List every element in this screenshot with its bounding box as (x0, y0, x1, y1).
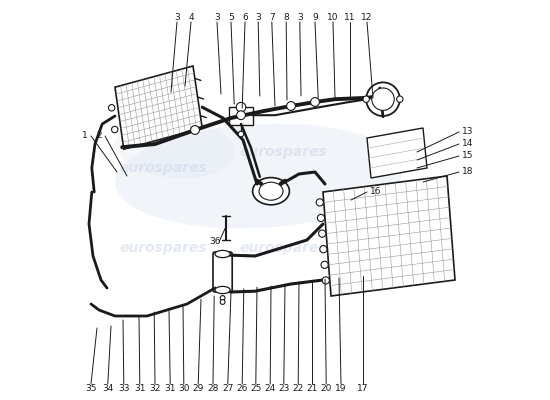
Text: 17: 17 (358, 384, 368, 393)
Circle shape (311, 98, 320, 106)
Circle shape (372, 88, 394, 110)
Text: 30: 30 (178, 384, 190, 393)
Text: 7: 7 (269, 13, 274, 22)
Circle shape (108, 104, 115, 111)
Text: 3: 3 (297, 13, 302, 22)
Circle shape (191, 126, 200, 134)
Ellipse shape (215, 286, 230, 294)
Text: eurospares: eurospares (239, 145, 327, 159)
Text: 18: 18 (462, 168, 474, 176)
Text: 21: 21 (306, 384, 317, 393)
Text: 35: 35 (85, 384, 97, 393)
Circle shape (320, 246, 327, 253)
Text: 32: 32 (149, 384, 161, 393)
Text: 3: 3 (255, 13, 261, 22)
Ellipse shape (115, 124, 403, 228)
Text: eurospares: eurospares (119, 161, 207, 175)
Circle shape (321, 261, 328, 268)
Text: 2: 2 (96, 132, 102, 140)
Ellipse shape (252, 178, 289, 205)
Text: 25: 25 (250, 384, 261, 393)
FancyBboxPatch shape (213, 252, 232, 292)
Circle shape (236, 111, 245, 120)
Polygon shape (323, 176, 455, 296)
Ellipse shape (115, 118, 235, 178)
Circle shape (317, 214, 324, 222)
Text: 19: 19 (336, 384, 346, 393)
Text: 31: 31 (134, 384, 146, 393)
Text: 31: 31 (164, 384, 176, 393)
Circle shape (238, 131, 244, 137)
Circle shape (220, 296, 225, 300)
Text: 10: 10 (327, 13, 339, 22)
Text: 34: 34 (102, 384, 113, 393)
Text: 33: 33 (118, 384, 130, 393)
Text: 11: 11 (344, 13, 356, 22)
Text: 1: 1 (82, 132, 88, 140)
Text: 5: 5 (228, 13, 234, 22)
Circle shape (318, 230, 326, 237)
Text: 4: 4 (188, 13, 194, 22)
Text: 36: 36 (209, 238, 221, 246)
Circle shape (322, 277, 329, 284)
Text: 8: 8 (283, 13, 289, 22)
Circle shape (112, 126, 118, 133)
Circle shape (287, 102, 295, 110)
Polygon shape (115, 66, 202, 149)
Circle shape (316, 199, 323, 206)
Text: 23: 23 (278, 384, 289, 393)
Circle shape (236, 102, 246, 112)
Circle shape (220, 300, 225, 304)
Text: 27: 27 (222, 384, 234, 393)
Text: eurospares: eurospares (119, 241, 207, 255)
Text: 29: 29 (192, 384, 204, 393)
Text: 12: 12 (361, 13, 373, 22)
Text: 20: 20 (321, 384, 332, 393)
Circle shape (397, 96, 403, 102)
Text: 9: 9 (312, 13, 318, 22)
Text: 28: 28 (207, 384, 219, 393)
Text: 3: 3 (214, 13, 220, 22)
Text: 6: 6 (242, 13, 248, 22)
Text: eurospares: eurospares (239, 241, 327, 255)
Polygon shape (367, 128, 427, 178)
Text: 3: 3 (174, 13, 180, 22)
Ellipse shape (215, 250, 230, 258)
Text: 26: 26 (236, 384, 248, 393)
Circle shape (366, 82, 400, 116)
Text: 14: 14 (462, 140, 474, 148)
Text: 24: 24 (265, 384, 276, 393)
Text: 15: 15 (462, 152, 474, 160)
FancyBboxPatch shape (229, 107, 253, 125)
Ellipse shape (259, 182, 283, 200)
Text: 13: 13 (462, 128, 474, 136)
Circle shape (363, 96, 370, 102)
Text: 22: 22 (293, 384, 304, 393)
Text: 16: 16 (370, 188, 382, 196)
